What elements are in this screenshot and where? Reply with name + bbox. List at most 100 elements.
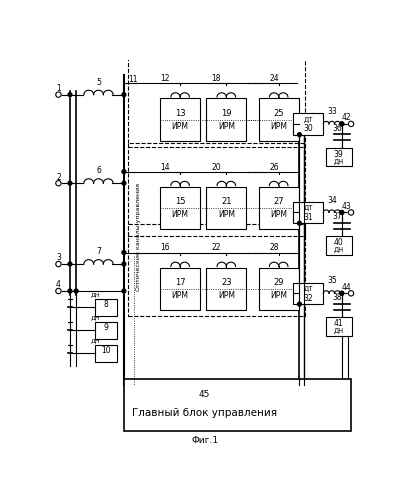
Text: 18: 18	[212, 74, 221, 83]
Bar	[259, 268, 298, 310]
Text: ИРМ: ИРМ	[270, 210, 287, 219]
Text: 13: 13	[175, 109, 185, 118]
Bar	[326, 148, 352, 167]
Circle shape	[122, 262, 126, 266]
Circle shape	[68, 262, 72, 266]
Text: 36: 36	[332, 124, 342, 132]
Text: ДТ: ДТ	[303, 286, 312, 292]
Text: ИРМ: ИРМ	[172, 291, 189, 300]
Text: ДН: ДН	[334, 247, 344, 254]
Circle shape	[340, 122, 344, 126]
Circle shape	[68, 289, 72, 293]
Text: 31: 31	[303, 212, 313, 222]
Circle shape	[74, 289, 78, 293]
Bar	[326, 236, 352, 255]
Text: 9: 9	[104, 323, 109, 332]
Text: 38: 38	[332, 293, 342, 302]
Bar	[128, 54, 305, 147]
Text: 42: 42	[341, 114, 351, 122]
Text: 35: 35	[327, 276, 337, 285]
Text: 7: 7	[96, 247, 101, 256]
Text: 30: 30	[303, 124, 313, 133]
Text: Оптические каналы управления: Оптические каналы управления	[136, 183, 141, 291]
Text: 12: 12	[160, 74, 170, 83]
Circle shape	[122, 92, 126, 96]
Text: ИРМ: ИРМ	[172, 210, 189, 219]
Bar	[293, 202, 322, 223]
Text: 25: 25	[273, 109, 284, 118]
Text: ДН: ДН	[334, 158, 344, 164]
Text: 45: 45	[199, 390, 211, 400]
Text: Фиг.1: Фиг.1	[191, 436, 219, 445]
Circle shape	[298, 133, 301, 136]
Text: 33: 33	[327, 107, 337, 116]
Text: ИРМ: ИРМ	[172, 122, 189, 130]
Text: Главный блок управления: Главный блок управления	[132, 408, 277, 418]
Text: 19: 19	[221, 109, 232, 118]
Text: 43: 43	[341, 202, 351, 211]
Text: 6: 6	[96, 166, 101, 175]
Text: 14: 14	[160, 162, 170, 172]
Circle shape	[340, 122, 344, 126]
Text: 5: 5	[96, 78, 101, 87]
Circle shape	[340, 210, 344, 214]
Bar	[259, 187, 298, 230]
Text: 15: 15	[175, 198, 185, 206]
Circle shape	[340, 292, 344, 295]
Bar	[206, 98, 246, 141]
Bar	[124, 379, 351, 431]
Text: ИРМ: ИРМ	[270, 291, 287, 300]
Text: ДН: ДН	[91, 338, 100, 344]
Text: 4: 4	[56, 280, 61, 289]
Text: 8: 8	[104, 300, 109, 309]
Text: ИРМ: ИРМ	[218, 210, 235, 219]
Text: ДН: ДН	[91, 292, 100, 298]
Bar	[293, 282, 322, 304]
Text: 32: 32	[303, 294, 313, 302]
Circle shape	[298, 302, 301, 306]
Bar	[160, 98, 200, 141]
Text: 41: 41	[334, 319, 343, 328]
Circle shape	[122, 182, 126, 185]
Bar	[160, 187, 200, 230]
Circle shape	[56, 92, 61, 98]
Text: 21: 21	[221, 198, 232, 206]
Text: ДН: ДН	[334, 328, 344, 334]
Text: 29: 29	[273, 278, 284, 287]
Bar	[206, 187, 246, 230]
Bar	[259, 98, 298, 141]
Text: 26: 26	[269, 162, 279, 172]
Text: 27: 27	[273, 198, 284, 206]
Text: 16: 16	[160, 244, 170, 252]
Circle shape	[122, 170, 126, 173]
Text: 39: 39	[334, 150, 343, 158]
Text: 22: 22	[212, 244, 221, 252]
Text: ИРМ: ИРМ	[270, 122, 287, 130]
Text: 24: 24	[269, 74, 279, 83]
Circle shape	[340, 210, 344, 214]
Text: 3: 3	[56, 254, 61, 262]
Bar	[326, 317, 352, 336]
Text: 37: 37	[332, 212, 342, 221]
Circle shape	[348, 210, 354, 215]
Bar	[206, 268, 246, 310]
Text: 23: 23	[221, 278, 232, 287]
Circle shape	[348, 121, 354, 126]
Text: 34: 34	[327, 196, 337, 204]
Circle shape	[56, 288, 61, 294]
Circle shape	[68, 182, 72, 185]
Text: ДН: ДН	[91, 316, 100, 320]
Circle shape	[122, 250, 126, 254]
Text: 28: 28	[269, 244, 279, 252]
Text: ИРМ: ИРМ	[218, 122, 235, 130]
Text: 11: 11	[128, 74, 137, 84]
Text: 44: 44	[341, 282, 351, 292]
Bar	[128, 224, 305, 316]
Bar	[128, 143, 305, 236]
Circle shape	[68, 92, 72, 96]
Text: 20: 20	[211, 162, 221, 172]
Text: ДТ: ДТ	[303, 116, 312, 122]
Circle shape	[348, 290, 354, 296]
Bar	[96, 298, 117, 316]
Circle shape	[122, 289, 126, 293]
